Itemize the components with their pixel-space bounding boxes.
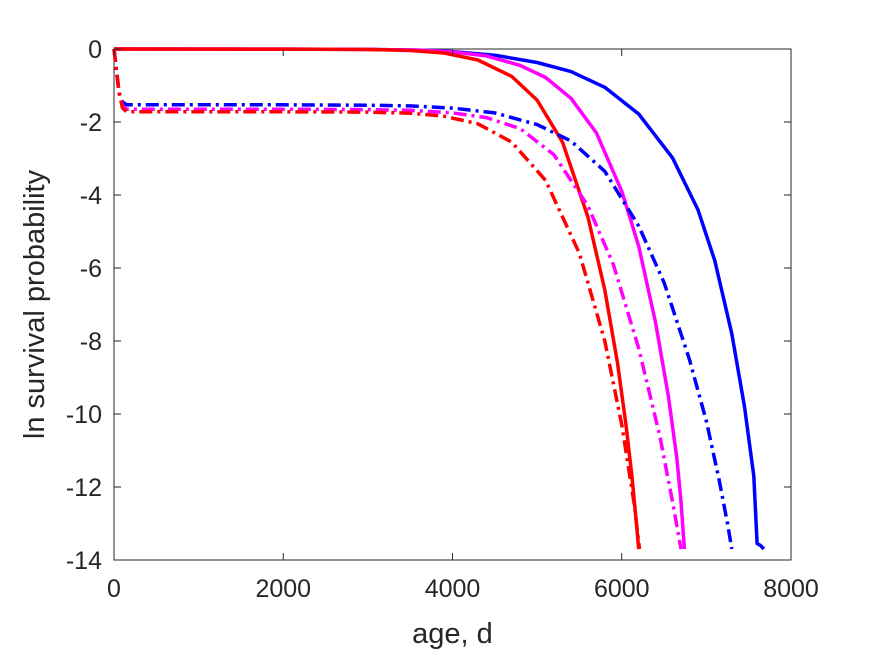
y-tick-label: -8 — [80, 328, 102, 356]
x-tick-label: 8000 — [763, 575, 819, 603]
y-tick-label: -10 — [66, 401, 102, 429]
y-tick-label: -6 — [80, 255, 102, 283]
y-tick-label: 0 — [88, 36, 102, 64]
x-tick-label: 2000 — [255, 575, 311, 603]
x-tick-label: 4000 — [425, 575, 481, 603]
y-tick-label: -4 — [80, 182, 102, 210]
series-line-3 — [113, 47, 641, 550]
y-tick-label: -2 — [80, 109, 102, 137]
series-line-4 — [112, 48, 734, 550]
series-line-6 — [112, 48, 642, 550]
series-layer — [112, 47, 766, 551]
y-axis-label: ln survival probability — [19, 169, 51, 439]
ticks-layer: 0 2000 4000 6000 8000 0 -2 -4 -6 -8 -10 -12 -14 — [66, 36, 819, 603]
x-axis-label: age, d — [412, 618, 493, 650]
y-tick-label: -12 — [66, 474, 102, 502]
x-tick-label: 6000 — [594, 575, 650, 603]
plot-area — [113, 48, 792, 561]
x-tick-label: 0 — [107, 575, 121, 603]
y-tick-label: -14 — [66, 547, 102, 575]
